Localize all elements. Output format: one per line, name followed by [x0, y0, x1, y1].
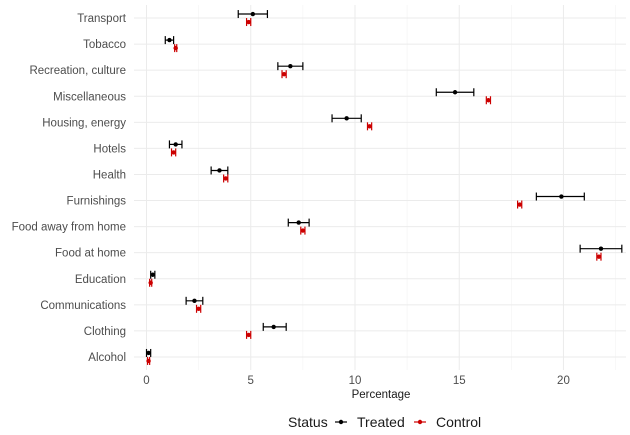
x-tick-label: 5 [248, 375, 254, 387]
category-label: Clothing [84, 326, 126, 338]
data-point [150, 272, 155, 277]
data-point [598, 246, 604, 251]
x-tick-label: 15 [453, 375, 466, 387]
grid-lines [134, 5, 626, 370]
category-label: Transport [77, 13, 127, 25]
x-axis-title: Percentage [352, 389, 411, 401]
data-point [559, 194, 564, 199]
legend-label: Treated [357, 414, 405, 430]
data-point [281, 71, 287, 77]
category-label: Furnishings [67, 196, 127, 208]
data-marks [145, 10, 623, 365]
data-point [192, 298, 197, 304]
x-tick-label: 10 [349, 375, 362, 387]
legend-title: Status [288, 414, 328, 430]
data-point [173, 142, 178, 147]
data-point [250, 11, 256, 17]
data-point [246, 19, 251, 25]
category-label: Hotels [93, 143, 126, 155]
category-label: Health [93, 169, 126, 181]
category-label: Communications [40, 300, 126, 312]
data-point [517, 202, 522, 207]
category-label: Food away from home [12, 222, 126, 234]
legend: Status Treated Control [288, 414, 481, 430]
x-tick-label: 0 [143, 375, 149, 387]
category-label: Tobacco [83, 39, 126, 51]
data-point [148, 280, 153, 285]
series-treated [145, 10, 623, 357]
data-point [217, 168, 222, 173]
data-point [167, 37, 172, 43]
category-label: Housing, energy [42, 117, 126, 129]
data-point [300, 228, 306, 233]
legend-item-treated: Treated [335, 414, 405, 430]
legend-key-point [338, 419, 344, 425]
category-label: Education [75, 274, 126, 286]
data-point [271, 324, 276, 330]
data-point [452, 90, 458, 95]
category-label: Miscellaneous [53, 91, 126, 103]
data-point [344, 116, 349, 121]
data-point [196, 306, 201, 312]
legend-label: Control [436, 414, 481, 430]
x-tick-label: 20 [557, 375, 570, 387]
category-label: Alcohol [88, 352, 126, 364]
legend-item-control: Control [414, 414, 481, 430]
data-point [367, 124, 372, 129]
data-point [596, 254, 602, 259]
data-point [296, 220, 301, 225]
data-point [486, 98, 491, 103]
series-control [146, 18, 602, 365]
data-point [173, 45, 178, 51]
category-label: Food at home [55, 248, 126, 260]
data-point [223, 176, 228, 181]
data-point [246, 332, 251, 338]
data-point [146, 350, 151, 356]
category-label: Recreation, culture [29, 65, 126, 77]
data-point [146, 358, 151, 364]
data-point [288, 63, 293, 69]
category-labels: Transport Tobacco Recreation, culture Misce… [12, 13, 127, 364]
legend-key-point [417, 419, 423, 425]
x-tick-labels: 0 5 10 15 20 [143, 375, 570, 387]
data-point [171, 150, 176, 155]
